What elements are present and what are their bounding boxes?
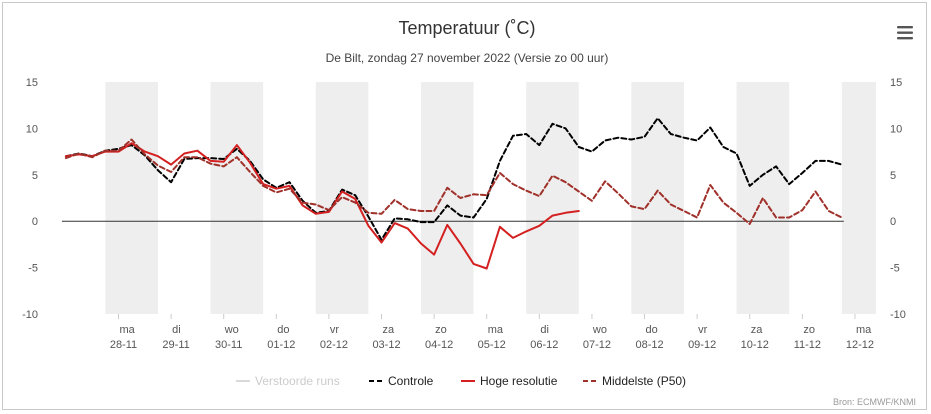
x-tick-day: di — [172, 324, 181, 336]
x-tick-date: 04-12 — [425, 339, 453, 351]
y-tick-label-left: -5 — [28, 263, 38, 275]
y-tick-label-left: 15 — [26, 77, 38, 89]
legend-label: Hoge resolutie — [480, 374, 558, 388]
x-tick-day: ma — [488, 324, 504, 336]
day-band — [420, 82, 474, 314]
y-tick-label-right: 0 — [890, 216, 896, 228]
legend-item-middelste[interactable]: Middelste (P50) — [583, 374, 686, 388]
legend-label: Controle — [388, 374, 434, 388]
x-tick-date: 01-12 — [267, 339, 295, 351]
x-tick-day: di — [540, 324, 549, 336]
x-tick-date: 29-11 — [162, 339, 189, 351]
y-axis-left: -10 -5 0 5 10 15 — [22, 77, 38, 321]
y-tick-label-right: 10 — [890, 123, 902, 135]
x-tick-day: ma — [856, 324, 872, 336]
legend-label: Middelste (P50) — [602, 374, 686, 388]
legend-item-hoge_resolutie[interactable]: Hoge resolutie — [461, 374, 558, 388]
x-tick-day: do — [277, 324, 289, 336]
x-tick-date: 07-12 — [583, 339, 611, 351]
y-tick-label-left: 10 — [26, 123, 38, 135]
x-tick-date: 09-12 — [688, 339, 716, 351]
day-band — [105, 82, 158, 314]
chart-subtitle: De Bilt, zondag 27 november 2022 (Versie… — [326, 51, 609, 65]
y-tick-label-right: -10 — [890, 309, 906, 321]
x-tick-date: 02-12 — [320, 339, 348, 351]
y-tick-label-left: 5 — [32, 170, 38, 182]
y-tick-label-left: 0 — [32, 216, 38, 228]
x-tick-date: 28-11 — [110, 339, 137, 351]
day-band — [841, 82, 876, 314]
x-axis: ma 28-11 di 29-11 wo 30-11 do 01-12 vr 02-12 za 03-… — [110, 314, 874, 351]
y-tick-label-left: -10 — [22, 309, 38, 321]
x-tick-date: 08-12 — [635, 339, 663, 351]
x-tick-day: vr — [698, 324, 708, 336]
legend-label: Verstoorde runs — [255, 374, 340, 388]
series-line-middelste — [64, 138, 843, 225]
x-tick-day: do — [646, 324, 658, 336]
chart-title: Temperatuur (˚C) — [398, 18, 535, 38]
x-tick-date: 12-12 — [846, 339, 874, 351]
chart-legend: Verstoorde runs Controle Hoge resolutie Mid… — [236, 374, 686, 388]
day-band — [210, 82, 264, 314]
x-tick-date: 03-12 — [372, 339, 400, 351]
hamburger-menu-icon[interactable] — [897, 24, 914, 42]
x-tick-date: 11-12 — [794, 339, 821, 351]
x-tick-day: zo — [803, 324, 815, 336]
x-tick-day: zo — [435, 324, 447, 336]
legend-item-verstoorde[interactable]: Verstoorde runs — [236, 374, 340, 388]
series-line-controle — [64, 117, 843, 241]
x-tick-date: 05-12 — [478, 339, 506, 351]
series-line-hoge_resolutie — [64, 142, 580, 270]
day-band — [526, 82, 579, 314]
x-tick-day: ma — [119, 324, 135, 336]
x-tick-day: wo — [224, 324, 239, 336]
y-tick-label-right: 5 — [890, 170, 896, 182]
x-tick-date: 06-12 — [530, 339, 558, 351]
x-tick-date: 30-11 — [215, 339, 242, 351]
series-lines — [64, 117, 843, 270]
y-tick-label-right: -5 — [890, 263, 900, 275]
day-band — [631, 82, 684, 314]
x-tick-day: za — [751, 324, 764, 336]
y-axis-right: -10 -5 0 5 10 15 — [890, 77, 906, 321]
legend-item-controle[interactable]: Controle — [369, 374, 434, 388]
x-tick-date: 10-12 — [741, 339, 769, 351]
source-credit: Bron: ECMWF/KNMI — [833, 397, 916, 407]
y-tick-label-right: 15 — [890, 77, 902, 89]
x-tick-day: vr — [330, 324, 340, 336]
weekday-bands — [105, 82, 876, 314]
x-tick-day: wo — [592, 324, 607, 336]
x-tick-day: za — [383, 324, 396, 336]
